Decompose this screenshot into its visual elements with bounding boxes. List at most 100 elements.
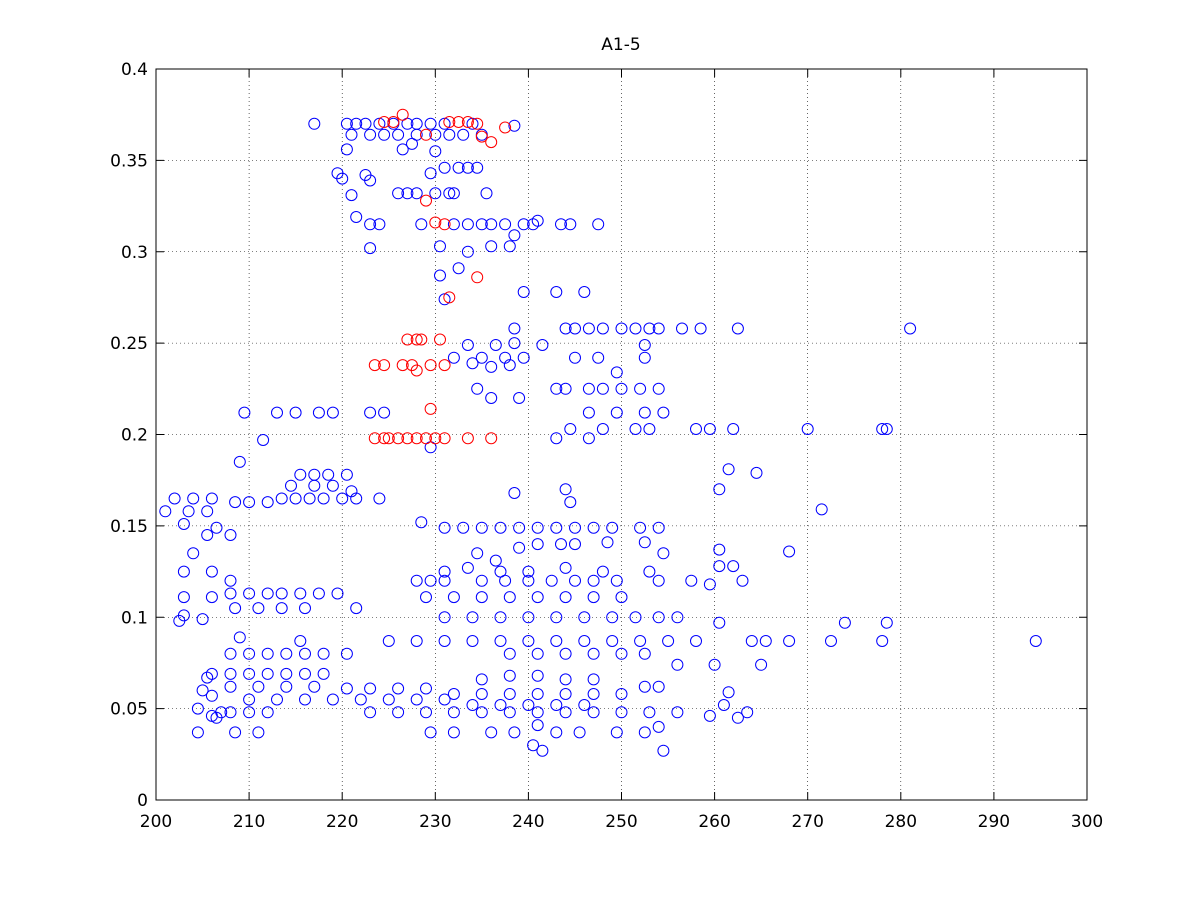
data-point	[573, 726, 586, 739]
data-point	[205, 492, 218, 505]
data-point	[522, 635, 535, 647]
data-point	[475, 688, 488, 700]
data-point	[503, 359, 516, 372]
data-point	[904, 322, 917, 335]
data-point	[461, 161, 474, 174]
data-point	[457, 521, 470, 534]
data-point	[536, 744, 549, 757]
data-point	[550, 699, 563, 711]
data-point	[531, 591, 544, 604]
data-point	[294, 635, 307, 647]
data-point	[215, 706, 228, 719]
series-red	[368, 108, 512, 445]
data-point	[452, 161, 465, 174]
data-point	[308, 680, 321, 693]
data-point	[569, 538, 581, 551]
data-point	[401, 187, 414, 200]
data-point	[410, 333, 423, 346]
data-point	[615, 688, 628, 700]
data-point	[438, 161, 451, 174]
data-point	[578, 611, 591, 624]
data-point	[224, 529, 237, 541]
data-point	[480, 187, 493, 200]
data-point	[615, 591, 628, 604]
data-point	[596, 382, 609, 395]
data-point	[596, 322, 609, 335]
data-point	[182, 505, 195, 518]
data-point	[434, 240, 446, 253]
data-point	[447, 187, 460, 200]
data-point	[294, 468, 307, 481]
data-point	[201, 505, 214, 518]
data-point	[731, 711, 744, 724]
data-point	[429, 128, 442, 141]
data-point	[508, 229, 521, 242]
x-tick-label: 220	[326, 812, 358, 832]
data-point	[801, 423, 814, 435]
data-point	[513, 521, 526, 534]
data-point	[517, 218, 530, 231]
data-point	[392, 682, 405, 695]
data-point	[475, 673, 488, 686]
data-point	[396, 143, 409, 156]
data-point	[671, 706, 684, 719]
data-point	[243, 496, 256, 509]
data-point	[461, 116, 474, 128]
data-point	[415, 218, 428, 231]
data-point	[578, 635, 591, 647]
data-point	[489, 554, 502, 567]
data-point	[275, 492, 288, 505]
y-tick-label: 0.25	[110, 334, 148, 354]
data-point	[485, 432, 498, 445]
data-point	[545, 574, 558, 587]
data-point	[559, 688, 572, 700]
data-point	[420, 194, 432, 207]
data-point	[364, 406, 377, 419]
data-point	[443, 128, 456, 141]
data-point	[592, 351, 605, 364]
data-point	[345, 189, 358, 202]
x-tick-label: 250	[605, 812, 637, 832]
data-point	[531, 538, 544, 551]
data-point	[610, 574, 623, 587]
data-point	[638, 726, 651, 739]
data-point	[550, 432, 563, 445]
data-point	[299, 647, 311, 660]
data-point	[550, 726, 563, 739]
data-point	[280, 680, 293, 693]
data-point	[606, 521, 619, 534]
data-point	[326, 406, 339, 419]
data-point	[401, 333, 414, 346]
data-point	[396, 108, 409, 121]
data-point	[559, 706, 572, 719]
data-point	[233, 455, 246, 468]
x-tick-label: 280	[885, 812, 917, 832]
y-tick-label: 0.1	[121, 608, 148, 628]
data-point	[587, 647, 600, 660]
data-point	[201, 671, 214, 684]
data-point	[243, 647, 256, 660]
data-point	[690, 423, 702, 435]
data-point	[615, 706, 628, 719]
data-point	[354, 693, 367, 706]
data-point	[243, 667, 256, 680]
data-point	[466, 635, 479, 647]
data-point	[736, 574, 749, 587]
data-point	[550, 521, 563, 534]
data-point	[485, 726, 498, 739]
data-point	[652, 521, 665, 534]
data-point	[722, 686, 735, 699]
data-point	[415, 333, 428, 346]
data-point	[489, 339, 502, 351]
data-point	[587, 706, 600, 719]
data-point	[420, 682, 432, 695]
data-point	[452, 262, 465, 275]
data-point	[364, 128, 377, 141]
data-point	[587, 673, 600, 686]
data-point	[205, 591, 218, 604]
data-point	[629, 611, 642, 624]
data-point	[177, 609, 190, 622]
data-point	[685, 574, 698, 587]
data-point	[652, 680, 665, 693]
data-point	[531, 521, 544, 534]
